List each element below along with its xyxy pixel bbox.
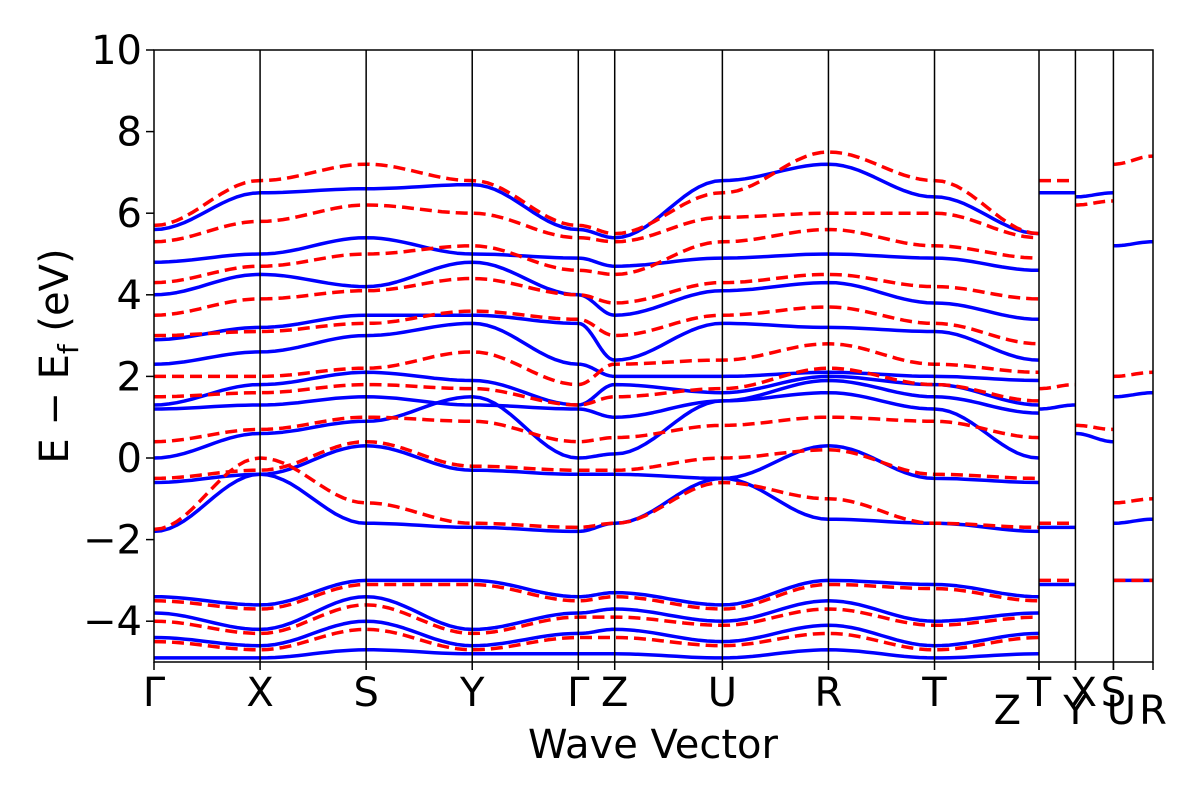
solid-band-line <box>154 619 1040 648</box>
solid-band-line <box>154 370 1040 407</box>
y-tick-label: 0 <box>117 436 142 482</box>
solid-band-line <box>154 260 1040 322</box>
y-tick-label: −4 <box>83 599 142 645</box>
x-tick-label: U <box>1107 688 1136 734</box>
solid-band-line <box>1075 191 1114 199</box>
x-tick-label: S <box>353 670 378 716</box>
x-axis-title: Wave Vector <box>528 722 779 768</box>
x-tick-label: X <box>246 670 273 716</box>
dashed-band-line <box>1113 497 1153 505</box>
solid-band-line <box>154 162 1040 240</box>
dashed-band-line <box>154 342 1040 387</box>
dashed-band-line <box>1039 382 1076 391</box>
y-axis-title-base: E − E <box>32 354 78 464</box>
x-tick-label: Γ <box>143 670 166 716</box>
x-tick-label: Z <box>994 688 1021 734</box>
bands-layer <box>154 150 1153 660</box>
solid-band-line <box>154 313 1040 362</box>
solid-band-line <box>154 321 1040 383</box>
y-axis-title: E − Ef (eV) <box>32 248 85 463</box>
y-tick-label: 10 <box>91 28 142 74</box>
plot-background <box>154 50 1153 662</box>
solid-band-line <box>1113 517 1153 526</box>
solid-band-line <box>154 578 1040 607</box>
x-tick-label: U <box>708 670 737 716</box>
y-axis-title-subscript: f <box>52 343 85 354</box>
x-tick-label: Y <box>459 670 485 716</box>
x-tick-label: Γ <box>567 670 590 716</box>
y-tick-label: 4 <box>117 273 142 319</box>
x-tick-label: S <box>1101 670 1126 716</box>
x-tick-label: R <box>1139 688 1167 734</box>
solid-band-line <box>154 472 1040 534</box>
dashed-band-line <box>154 150 1040 236</box>
dashed-band-line <box>154 227 1040 285</box>
y-tick-label: 8 <box>117 110 142 156</box>
high-symmetry-lines <box>259 50 1115 662</box>
dashed-band-line <box>154 203 1040 244</box>
x-tick-label: Z <box>601 670 628 716</box>
solid-band-line <box>154 235 1040 273</box>
solid-band-line <box>154 648 1040 660</box>
solid-band-line <box>1039 403 1076 411</box>
dashed-band-line <box>1075 423 1114 432</box>
x-tick-label: Y <box>1062 688 1088 734</box>
x-tick-label: T <box>1026 670 1052 716</box>
x-tick-label: T <box>921 670 947 716</box>
dashed-band-line <box>1113 154 1153 166</box>
solid-band-line <box>1113 390 1153 399</box>
solid-band-line <box>1075 431 1114 444</box>
x-axis-ticks: Γ X S Y Γ Z U R T Z T YX US R <box>143 662 1167 734</box>
plot-frame <box>153 49 1154 663</box>
y-axis-ticks: −4 −2 0 2 4 6 8 10 <box>83 28 154 645</box>
y-tick-label: 2 <box>117 354 142 400</box>
x-tick-label: R <box>815 670 843 716</box>
y-tick-label: −2 <box>83 518 142 564</box>
dashed-band-line <box>154 603 1040 636</box>
dashed-band-line <box>1113 370 1153 379</box>
solid-band-line <box>154 378 1040 419</box>
dashed-band-line <box>1075 199 1114 207</box>
x-tick-label: X <box>1070 670 1097 716</box>
solid-band-line <box>154 594 1040 632</box>
dashed-band-line <box>154 456 1040 532</box>
solid-band-line <box>154 390 1040 460</box>
y-tick-label: 6 <box>117 191 142 237</box>
solid-band-line <box>1113 240 1153 248</box>
y-axis-title-unit: (eV) <box>32 248 78 344</box>
dashed-band-line <box>154 439 1040 481</box>
